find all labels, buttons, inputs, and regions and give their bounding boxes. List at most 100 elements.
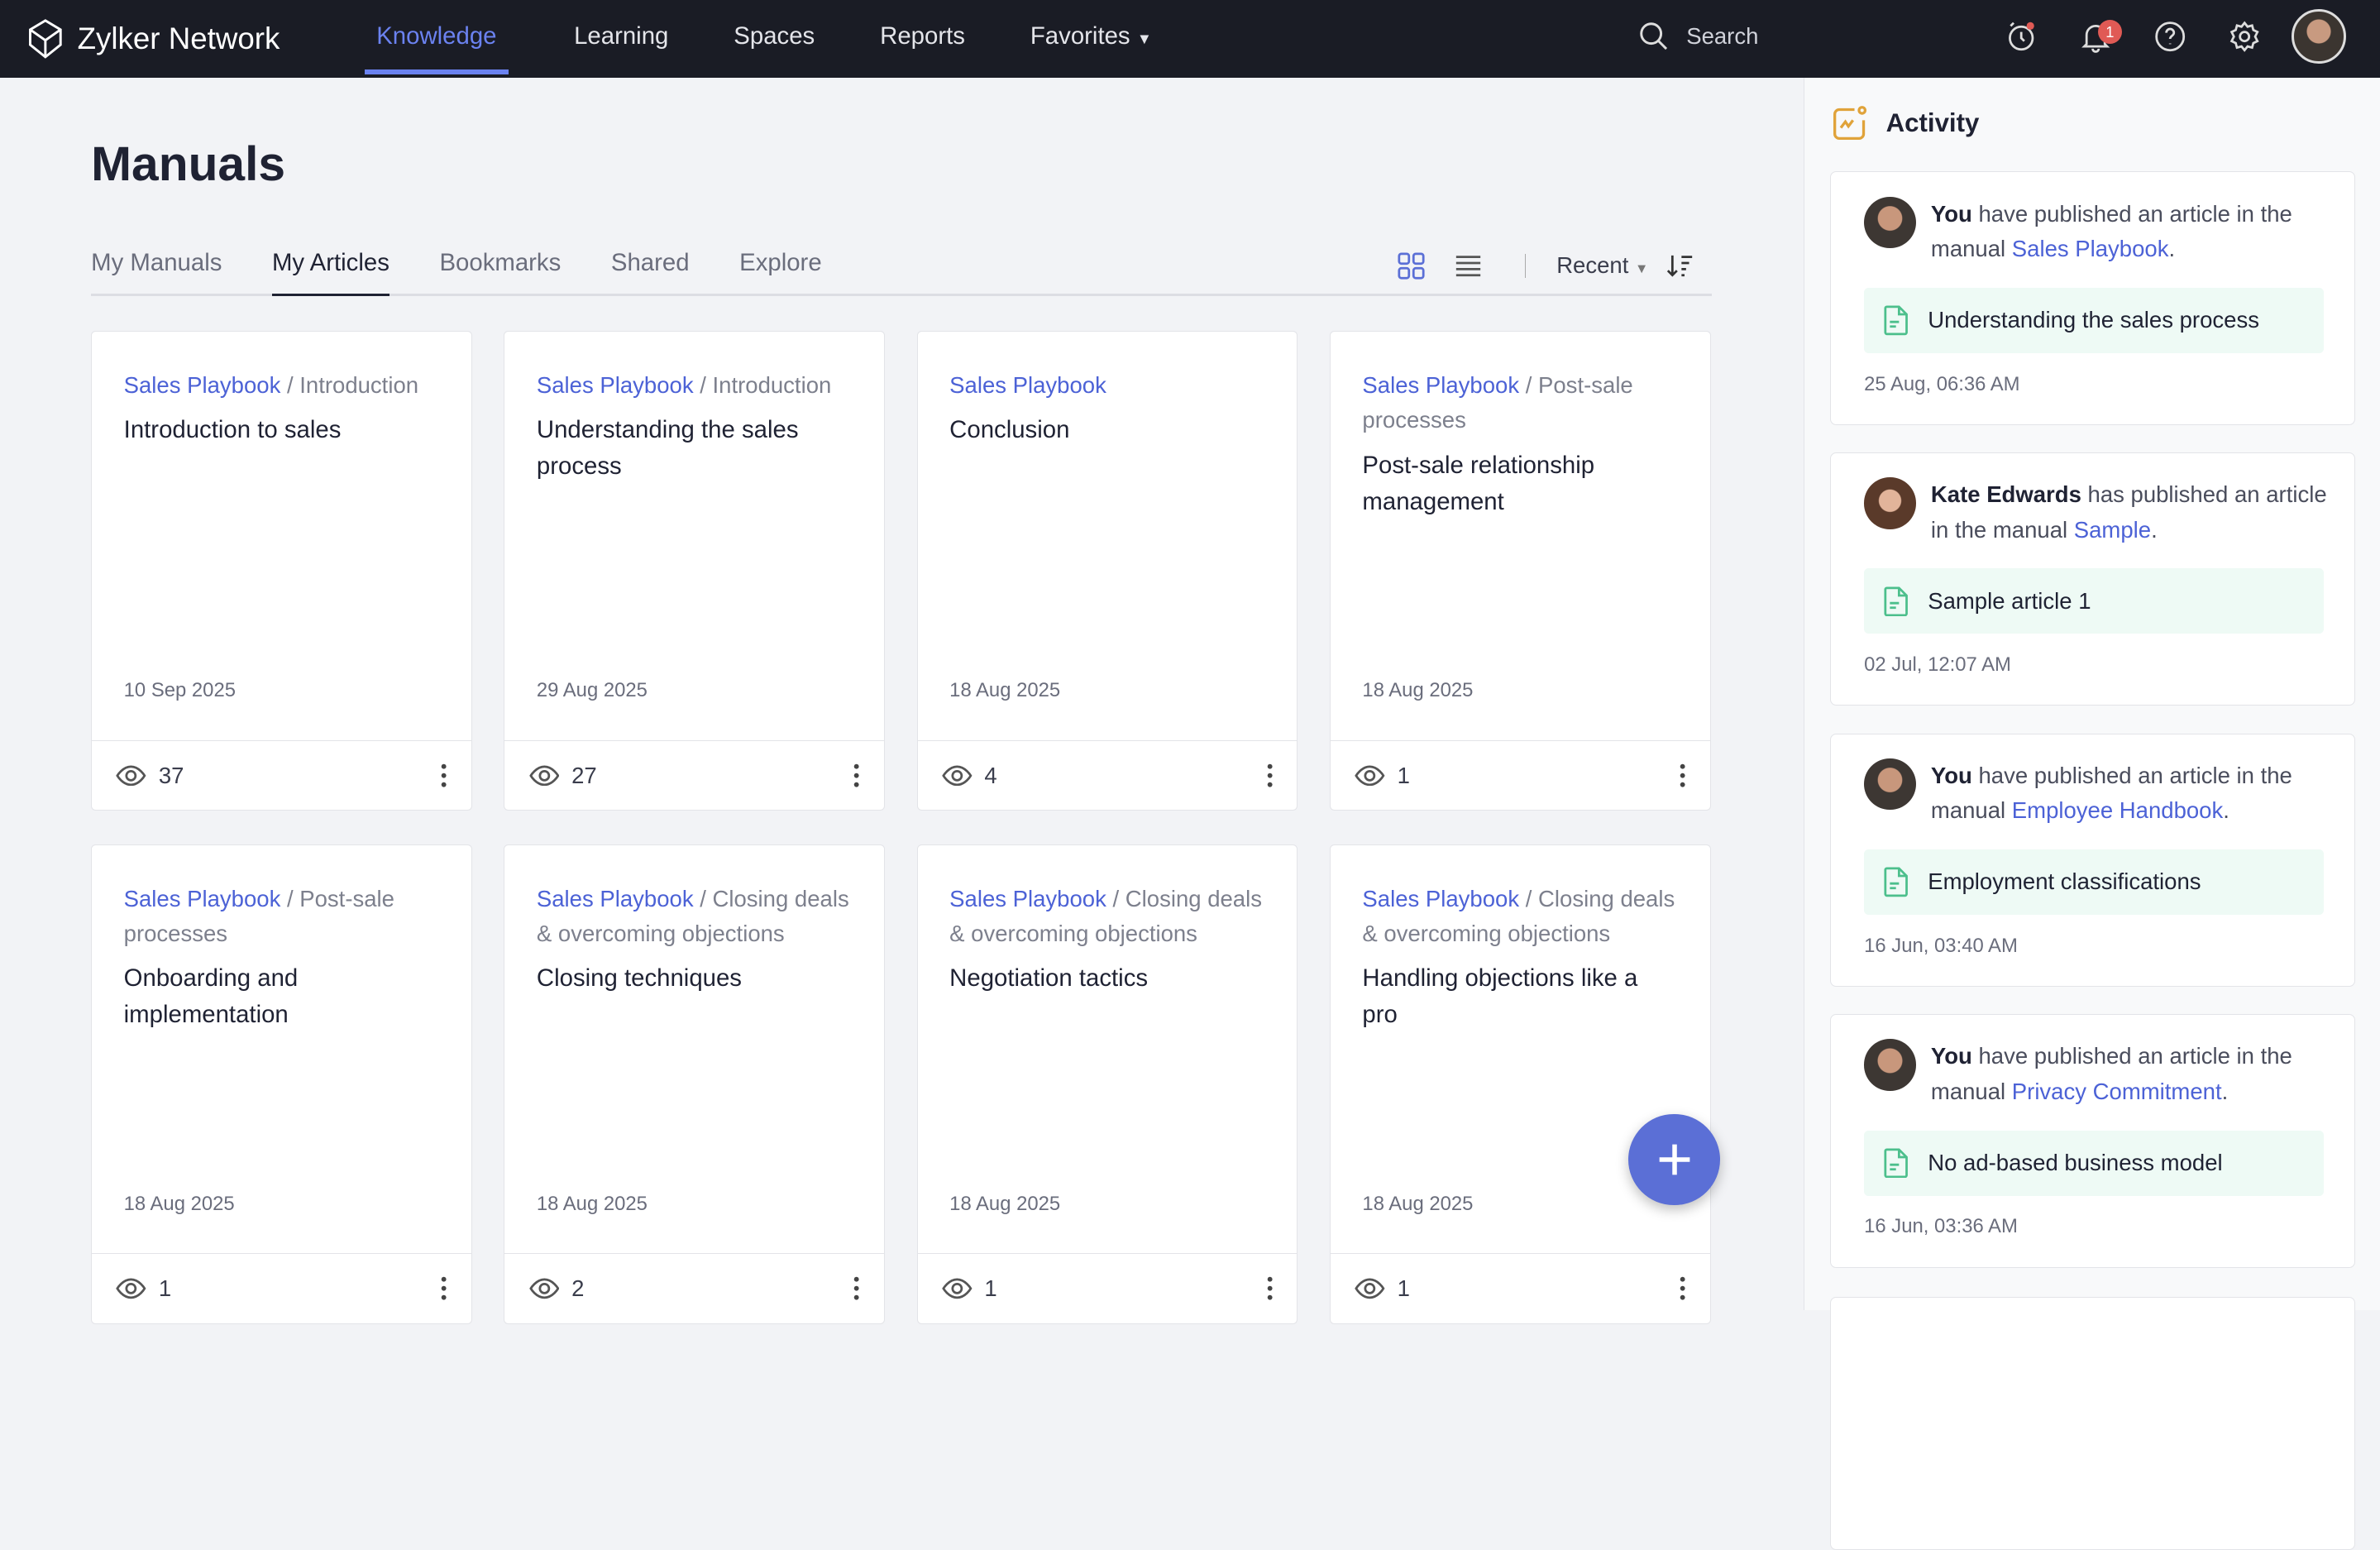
- manual-link[interactable]: Sales Playbook: [123, 885, 281, 911]
- view-count: 1: [1397, 762, 1410, 788]
- document-icon: [1884, 305, 1908, 336]
- manual-link[interactable]: Sales Playbook: [1362, 372, 1520, 399]
- settings-button[interactable]: [2207, 20, 2282, 53]
- activity-item: You have published an article in the man…: [1829, 1014, 2355, 1268]
- manual-link[interactable]: Sample: [2073, 516, 2152, 543]
- avatar: [1864, 1039, 1916, 1091]
- article-title[interactable]: Post-sale relationship management: [1362, 451, 1595, 515]
- article-title[interactable]: Closing techniques: [536, 964, 742, 993]
- help-icon: [2154, 22, 2185, 51]
- more-options-icon[interactable]: [1267, 763, 1273, 787]
- article-title[interactable]: Conclusion: [949, 416, 1070, 444]
- article-link[interactable]: Employment classifications: [1864, 849, 2325, 915]
- breadcrumb: Sales Playbook / Closing deals & overcom…: [536, 885, 849, 946]
- article-title[interactable]: Negotiation tactics: [949, 964, 1149, 993]
- section-name: Introduction: [712, 372, 832, 399]
- help-button[interactable]: [2133, 20, 2207, 53]
- eye-icon: [942, 1278, 973, 1299]
- activity-text: have published an article in the manual: [1930, 762, 2292, 824]
- app-logo[interactable]: Zylker Network: [26, 19, 376, 59]
- section-name: Post-sale processes: [123, 885, 394, 946]
- more-options-icon[interactable]: [441, 763, 447, 787]
- nav-favorites[interactable]: Favorites ▼: [1030, 0, 1152, 78]
- section-name: Post-sale processes: [1362, 372, 1633, 433]
- activity-time: 16 Jun, 03:36 AM: [1864, 1215, 2018, 1238]
- tab-my-articles[interactable]: My Articles: [271, 249, 389, 296]
- actor-name: Kate Edwards: [1930, 481, 2081, 508]
- article-title[interactable]: Onboarding and implementation: [123, 964, 299, 1029]
- nav-knowledge[interactable]: Knowledge: [364, 0, 509, 78]
- tab-my-manuals[interactable]: My Manuals: [91, 249, 222, 277]
- manual-link[interactable]: Sales Playbook: [123, 372, 281, 399]
- more-options-icon[interactable]: [1680, 1276, 1685, 1300]
- avatar: [1864, 196, 1916, 249]
- article-title[interactable]: Understanding the sales process: [536, 416, 799, 481]
- divider: [1524, 253, 1527, 278]
- tab-explore[interactable]: Explore: [739, 249, 822, 277]
- article-card[interactable]: Sales Playbook / Introduction Understand…: [504, 331, 886, 811]
- more-options-icon[interactable]: [1680, 763, 1685, 787]
- activity-title: Activity: [1885, 108, 1980, 137]
- article-card[interactable]: Sales Playbook / Closing deals & overcom…: [916, 844, 1298, 1324]
- article-link[interactable]: Sample article 1: [1864, 568, 2325, 634]
- document-icon: [1884, 1148, 1908, 1178]
- article-link[interactable]: Understanding the sales process: [1864, 287, 2325, 353]
- article-card[interactable]: Sales Playbook Conclusion 18 Aug 2025 4: [916, 331, 1298, 811]
- article-date: 18 Aug 2025: [1362, 679, 1474, 702]
- breadcrumb: Sales Playbook / Introduction: [123, 372, 419, 399]
- sort-order-icon[interactable]: [1666, 254, 1694, 278]
- user-avatar[interactable]: [2291, 9, 2346, 65]
- gear-icon: [2229, 21, 2259, 52]
- sort-label: Recent: [1556, 252, 1629, 279]
- more-options-icon[interactable]: [853, 763, 859, 787]
- article-card[interactable]: Sales Playbook / Post-sale processes Pos…: [1329, 331, 1711, 811]
- article-date: 29 Aug 2025: [536, 679, 648, 702]
- more-options-icon[interactable]: [853, 1276, 859, 1300]
- create-article-button[interactable]: [1628, 1114, 1720, 1206]
- article-card[interactable]: Sales Playbook / Closing deals & overcom…: [504, 844, 886, 1324]
- manual-link[interactable]: Sales Playbook: [949, 885, 1106, 911]
- manual-link[interactable]: Sales Playbook: [1362, 885, 1520, 911]
- manual-link[interactable]: Sales Playbook: [536, 372, 694, 399]
- chevron-down-icon: ▼: [1635, 261, 1649, 277]
- manual-link[interactable]: Sales Playbook: [536, 885, 694, 911]
- activity-item: [1829, 1296, 2355, 1550]
- avatar: [1864, 477, 1916, 529]
- more-options-icon[interactable]: [1267, 1276, 1273, 1300]
- article-title[interactable]: Introduction to sales: [123, 416, 342, 444]
- article-title[interactable]: Handling objections like a pro: [1362, 964, 1638, 1029]
- article-card[interactable]: Sales Playbook / Introduction Introducti…: [91, 331, 472, 811]
- activity-time: 25 Aug, 06:36 AM: [1864, 372, 2020, 395]
- view-count: 27: [571, 762, 597, 788]
- nav-reports[interactable]: Reports: [880, 22, 965, 50]
- app-name: Zylker Network: [77, 21, 280, 55]
- search-icon: [1640, 22, 1668, 50]
- article-card[interactable]: Sales Playbook / Closing deals & overcom…: [1329, 844, 1711, 1324]
- list-view-icon[interactable]: [1455, 254, 1482, 278]
- activity-text: have published an article in the manual: [1930, 200, 2292, 261]
- manual-link[interactable]: Sales Playbook: [949, 372, 1106, 399]
- tab-bookmarks[interactable]: Bookmarks: [439, 249, 562, 277]
- tab-shared[interactable]: Shared: [610, 249, 690, 277]
- nav-spaces[interactable]: Spaces: [734, 22, 815, 50]
- eye-icon: [528, 765, 560, 786]
- search-input[interactable]: Search: [1639, 22, 1758, 52]
- document-icon: [1884, 867, 1908, 897]
- nav-learning[interactable]: Learning: [574, 22, 669, 50]
- activity-time: 02 Jul, 12:07 AM: [1864, 653, 2011, 677]
- article-card[interactable]: Sales Playbook / Post-sale processes Onb…: [91, 844, 472, 1324]
- activity-item: You have published an article in the man…: [1829, 733, 2355, 988]
- manual-link[interactable]: Employee Handbook: [2011, 797, 2224, 824]
- sort-dropdown[interactable]: Recent ▼: [1556, 252, 1648, 279]
- actor-name: You: [1930, 200, 1972, 227]
- grid-view-icon[interactable]: [1397, 252, 1425, 280]
- notifications-button[interactable]: 1: [2058, 19, 2133, 53]
- manual-link[interactable]: Privacy Commitment: [2011, 1078, 2222, 1104]
- reminder-button[interactable]: [1984, 20, 2058, 53]
- eye-icon: [116, 1278, 146, 1299]
- article-link[interactable]: No ad-based business model: [1864, 1130, 2325, 1196]
- more-options-icon[interactable]: [441, 1276, 447, 1300]
- plus-icon: [1659, 1144, 1689, 1175]
- manual-link[interactable]: Sales Playbook: [2011, 235, 2169, 261]
- eye-icon: [528, 1278, 560, 1299]
